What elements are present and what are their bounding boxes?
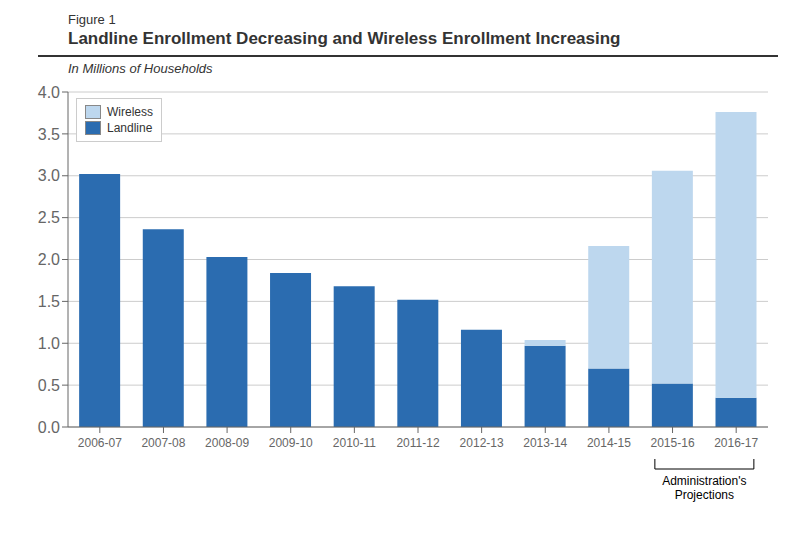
svg-text:Administration'sProjections: Administration'sProjections [662,474,746,502]
html-text:Figure 1: Figure 1 [68,12,116,27]
svg-text:3.5: 3.5 [38,126,60,143]
svg-text:3.0: 3.0 [38,167,60,184]
html-text:Landline: Landline [107,121,153,135]
svg-text:2008-09: 2008-09 [205,436,249,450]
html-text:In Millions of Households: In Millions of Households [68,61,213,76]
svg-text:2010-11: 2010-11 [333,436,376,450]
html-text:Landline Enrollment Decreasing: Landline Enrollment Decreasing and Wirel… [68,29,621,48]
svg-text:0.0: 0.0 [38,419,60,436]
svg-text:4.0: 4.0 [38,84,60,101]
svg-text:2006-07: 2006-07 [78,436,122,450]
svg-text:1.5: 1.5 [38,293,60,310]
svg-text:2012-13: 2012-13 [460,436,504,450]
svg-text:2014-15: 2014-15 [587,436,631,450]
svg-text:2015-16: 2015-16 [651,436,695,450]
svg-text:2013-14: 2013-14 [523,436,567,450]
html-text:Wireless: Wireless [107,105,153,119]
svg-text:0.5: 0.5 [38,377,60,394]
svg-text:2011-12: 2011-12 [396,436,439,450]
svg-text:1.0: 1.0 [38,335,60,352]
svg-text:2.0: 2.0 [38,251,60,268]
svg-text:2009-10: 2009-10 [269,436,313,450]
svg-text:2016-17: 2016-17 [714,436,758,450]
svg-text:2.5: 2.5 [38,209,60,226]
svg-text:2007-08: 2007-08 [141,436,185,450]
